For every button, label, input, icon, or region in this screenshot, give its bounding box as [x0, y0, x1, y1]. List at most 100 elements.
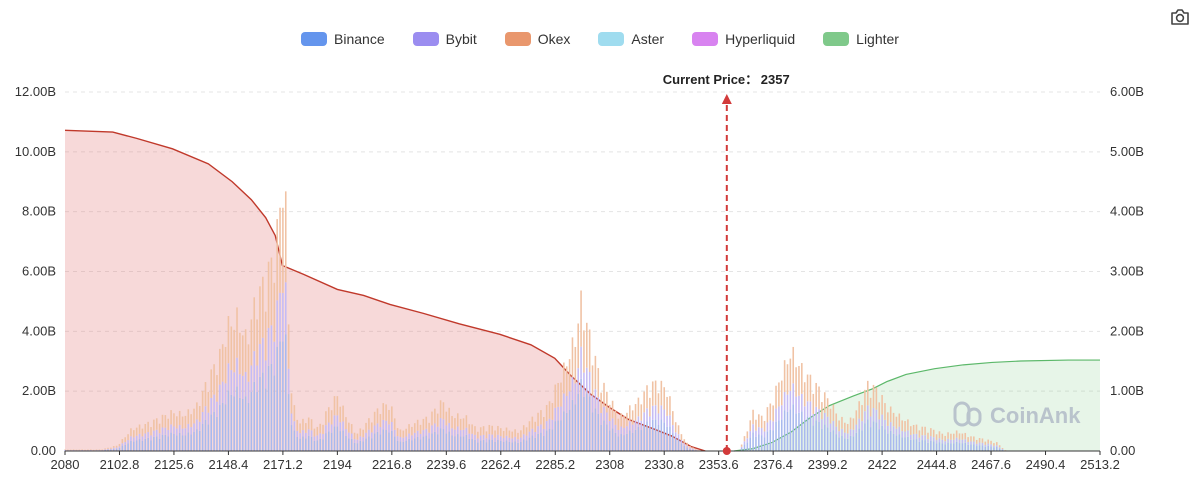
bar-segment-bybit	[210, 397, 213, 415]
camera-icon[interactable]	[1170, 8, 1190, 26]
bar-segment-bybit	[626, 426, 628, 434]
bar-segment-bybit	[1001, 449, 1004, 450]
bar-segment-bybit	[236, 357, 238, 387]
bar-segment-bybit	[608, 421, 611, 431]
bar-segment-bybit	[176, 428, 178, 436]
bar-segment-binance	[276, 346, 278, 451]
y-right-tick-label: 4.00B	[1110, 204, 1144, 219]
bar-segment-bybit	[680, 440, 683, 444]
bar-segment-binance	[752, 432, 754, 451]
bar-segment-okex	[858, 401, 860, 419]
bar-segment-bybit	[912, 434, 915, 440]
bar-segment-bybit	[207, 412, 210, 425]
bar-segment-okex	[517, 432, 519, 440]
bar-segment-bybit	[408, 433, 410, 439]
bar-segment-binance	[875, 422, 878, 451]
bar-segment-okex	[803, 382, 806, 407]
bar-segment-bybit	[591, 395, 594, 413]
bar-segment-binance	[938, 442, 941, 451]
bar-segment-okex	[439, 400, 442, 419]
bar-segment-bybit	[279, 292, 281, 342]
bar-segment-binance	[236, 386, 238, 451]
y-left-tick-label: 6.00B	[22, 264, 56, 279]
legend-swatch	[412, 32, 439, 46]
bar-segment-okex	[823, 392, 826, 413]
bar-segment-okex	[909, 426, 912, 435]
x-tick-label: 2216.8	[372, 457, 412, 472]
bar-segment-okex	[806, 374, 809, 402]
bar-segment-binance	[686, 447, 688, 451]
x-tick-label: 2308	[595, 457, 624, 472]
legend-item-binance[interactable]: Binance	[301, 31, 385, 47]
x-tick-label: 2148.4	[209, 457, 249, 472]
bar-segment-bybit	[233, 372, 235, 397]
bar-segment-okex	[348, 422, 350, 433]
bar-segment-binance	[998, 448, 1001, 451]
bar-segment-bybit	[362, 437, 364, 442]
bar-segment-bybit	[307, 429, 310, 436]
bar-segment-okex	[477, 431, 479, 439]
legend-item-bybit[interactable]: Bybit	[412, 31, 477, 47]
bar-segment-binance	[488, 439, 491, 451]
bar-segment-okex	[683, 439, 686, 444]
bar-segment-okex	[147, 421, 149, 433]
bar-segment-binance	[545, 430, 548, 451]
bar-segment-binance	[201, 423, 204, 451]
bar-segment-bybit	[952, 439, 955, 444]
legend-item-lighter[interactable]: Lighter	[823, 31, 899, 47]
bar-segment-binance	[153, 436, 155, 451]
bar-segment-binance	[411, 440, 413, 451]
bar-segment-okex	[474, 426, 476, 435]
bar-segment-binance	[872, 421, 875, 451]
bar-segment-bybit	[505, 435, 508, 441]
bar-segment-binance	[680, 443, 683, 451]
bar-segment-bybit	[746, 438, 749, 443]
x-tick-label: 2285.2	[535, 457, 575, 472]
bar-segment-okex	[875, 387, 878, 410]
bar-segment-binance	[325, 433, 327, 451]
bar-segment-bybit	[302, 430, 304, 437]
bar-segment-binance	[958, 443, 961, 451]
bar-segment-binance	[944, 444, 946, 451]
bar-segment-binance	[241, 398, 244, 451]
legend-item-okex[interactable]: Okex	[504, 31, 570, 47]
bar-segment-okex	[571, 337, 574, 378]
bar-segment-binance	[947, 442, 949, 451]
bar-segment-bybit	[789, 390, 792, 410]
bar-segment-binance	[525, 440, 528, 451]
bar-segment-bybit	[594, 389, 597, 409]
bar-segment-okex	[396, 428, 399, 437]
bar-segment-okex	[505, 427, 508, 436]
bar-segment-bybit	[416, 430, 419, 437]
bar-segment-okex	[597, 368, 600, 398]
bar-segment-binance	[419, 439, 422, 451]
bar-segment-binance	[683, 445, 686, 451]
legend-item-hyperliquid[interactable]: Hyperliquid	[692, 31, 795, 47]
legend-item-aster[interactable]: Aster	[598, 31, 664, 47]
bar-segment-bybit	[944, 441, 946, 445]
bar-segment-okex	[368, 418, 370, 430]
y-left-tick-label: 8.00B	[22, 204, 56, 219]
bar-segment-binance	[330, 432, 333, 451]
bar-segment-bybit	[841, 428, 843, 436]
bar-segment-binance	[597, 413, 600, 451]
legend-label: Hyperliquid	[725, 31, 796, 47]
bar-segment-okex	[981, 438, 984, 443]
bar-segment-binance	[173, 434, 175, 451]
bar-segment-binance	[829, 431, 832, 451]
bar-segment-binance	[674, 438, 677, 451]
bar-segment-bybit	[325, 425, 327, 434]
bar-segment-bybit	[454, 429, 456, 437]
watermark-logo	[966, 407, 982, 427]
bar-segment-bybit	[436, 426, 439, 435]
bar-segment-binance	[491, 439, 493, 451]
bar-segment-binance	[158, 438, 161, 451]
bar-segment-bybit	[631, 424, 634, 433]
bar-segment-bybit	[388, 424, 390, 433]
bar-segment-binance	[336, 426, 339, 451]
bar-segment-okex	[961, 433, 964, 440]
bar-segment-bybit	[760, 428, 763, 436]
bar-segment-binance	[193, 431, 195, 451]
bar-segment-bybit	[597, 397, 600, 414]
bar-segment-binance	[617, 436, 620, 451]
